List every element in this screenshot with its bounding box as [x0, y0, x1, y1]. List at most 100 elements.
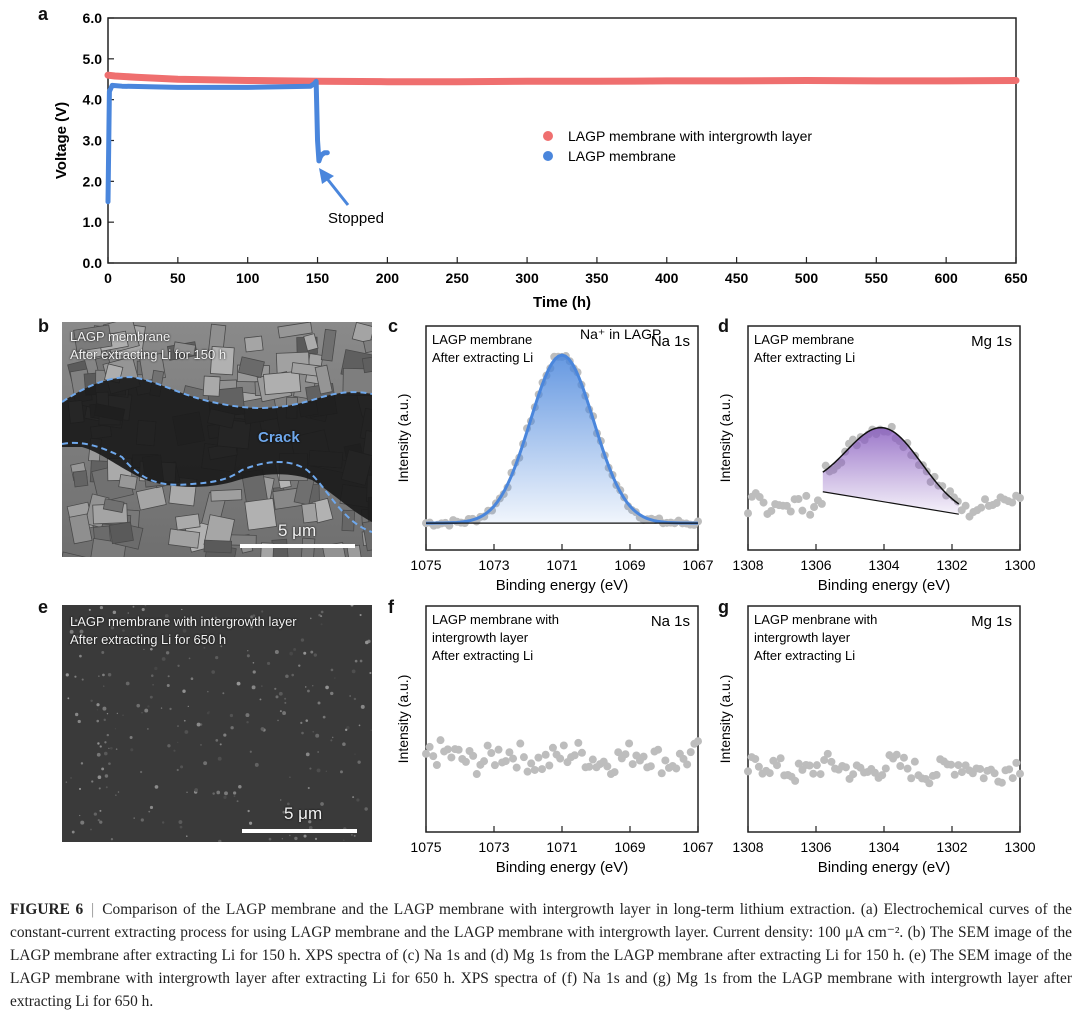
data-point-g [950, 770, 959, 779]
data-point-f [654, 745, 663, 754]
sem-speck [141, 607, 145, 612]
sem-speck [284, 697, 287, 700]
y-axis-label-f: Intensity (a.u.) [395, 675, 411, 764]
x-tick-label-d: 1304 [868, 557, 899, 573]
x-tick-label-a: 350 [585, 270, 609, 286]
data-point-g [823, 749, 832, 758]
x-axis-label-d: Binding energy (eV) [818, 577, 951, 594]
sem-grain [351, 322, 372, 344]
data-point-f [570, 751, 579, 760]
panel-label-e: e [38, 597, 49, 617]
x-tick-label-a: 650 [1004, 270, 1028, 286]
data-point-f [461, 757, 470, 766]
data-point-f [436, 736, 445, 745]
caption-text: Comparison of the LAGP membrane and the … [10, 901, 1072, 1010]
sem-speck [238, 785, 242, 789]
scale-bar-label-e: 5 μm [284, 804, 323, 823]
data-point-d [946, 487, 955, 496]
sem-speck [305, 686, 307, 688]
sem-grain [361, 354, 372, 374]
data-point-f [548, 743, 557, 752]
sem-speck [106, 733, 110, 737]
sem-speck [99, 605, 104, 610]
data-point-g [849, 770, 858, 779]
data-point-f [621, 750, 630, 759]
sem-speck [233, 791, 237, 795]
data-point-g [976, 764, 985, 773]
data-point-f [480, 757, 489, 766]
sem-speck [99, 745, 102, 748]
chart-c-xps-na1s: 1075 1073 1071 1069 1067 Binding energy (eV) I… [395, 325, 714, 594]
sem-speck [314, 837, 318, 841]
sem-speck [77, 719, 81, 724]
data-point-f [469, 751, 478, 760]
data-point-g [791, 776, 800, 785]
chart-a-voltage-time: 0 50 100 150 200 250 300 350 400 450 500 550 600 650 0… [53, 10, 1028, 311]
sem-speck [219, 743, 222, 746]
panel-text-d: After extracting Li [754, 350, 855, 365]
sem-speck [96, 709, 99, 711]
sem-speck [173, 749, 176, 752]
sem-speck [353, 834, 356, 837]
sem-grain [244, 497, 278, 531]
sem-b-label-2: After extracting Li for 150 h [70, 347, 227, 362]
sem-speck [309, 617, 312, 620]
sem-speck [289, 776, 291, 778]
sem-speck [359, 613, 362, 617]
data-point-g [820, 756, 829, 765]
sem-speck [370, 729, 372, 731]
data-point-d [961, 501, 970, 510]
data-point-d [802, 491, 811, 500]
sem-grain [109, 521, 134, 545]
sem-speck [282, 711, 287, 715]
data-point-d [794, 495, 803, 504]
data-point-g [957, 768, 966, 777]
sem-grain [89, 538, 127, 557]
sem-speck [320, 615, 323, 618]
data-point-f [527, 759, 536, 768]
legend-label: LAGP membrane with intergrowth layer [568, 128, 812, 144]
panel-text-g: LAGP menbrane with [754, 612, 877, 627]
chart-f-xps-na1s: 1075 1073 1071 1069 1067 Binding energy (eV) I… [395, 605, 714, 876]
data-point-d [977, 503, 986, 512]
sem-speck [149, 805, 154, 810]
sem-speck [246, 654, 250, 658]
sem-speck [188, 657, 191, 660]
sem-speck [190, 677, 194, 681]
sem-speck [74, 675, 77, 678]
sem-speck [282, 810, 286, 814]
data-point-f [505, 748, 514, 757]
sem-speck [301, 731, 304, 735]
sem-speck [97, 742, 100, 745]
sem-speck [203, 646, 206, 649]
data-point-d [1016, 494, 1024, 503]
data-point-f [588, 755, 597, 764]
sem-speck [353, 697, 357, 701]
y-axis-label-a: Voltage (V) [53, 102, 70, 179]
panel-text-c: After extracting Li [432, 350, 533, 365]
sem-speck [334, 677, 336, 679]
data-point-g [812, 761, 821, 770]
data-point-f [610, 768, 619, 777]
sem-grain [102, 498, 125, 513]
sem-speck [289, 651, 294, 656]
sem-speck [96, 703, 100, 707]
sem-speck [165, 651, 170, 655]
sem-speck [343, 839, 345, 841]
panel-label-f: f [388, 597, 394, 617]
data-point-f [447, 753, 456, 762]
data-point-d [759, 498, 768, 507]
data-point-f [519, 753, 528, 762]
sem-speck [266, 661, 271, 666]
sem-grain [362, 520, 372, 552]
sem-speck [161, 821, 165, 824]
x-tick-label-a: 300 [515, 270, 539, 286]
data-point-f [490, 761, 499, 770]
sem-speck [354, 753, 356, 755]
sem-speck [254, 762, 259, 767]
sem-speck [150, 647, 153, 651]
panel-title-c: Na 1s [651, 333, 690, 350]
y-tick-label-a: 0.0 [83, 255, 103, 271]
sem-speck [180, 765, 184, 769]
chart-d-xps-mg1s: 1308 1306 1304 1302 1300 Binding energy (eV) I… [718, 325, 1036, 594]
